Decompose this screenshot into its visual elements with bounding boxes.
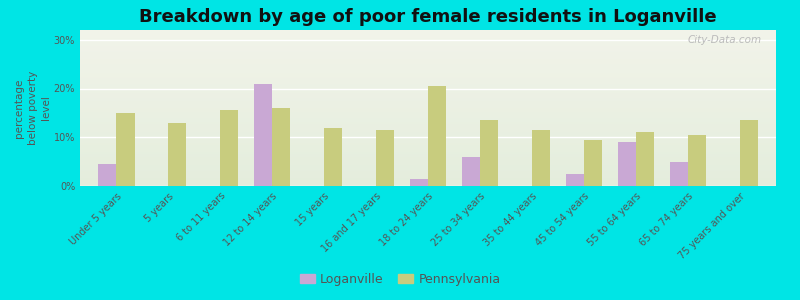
Bar [272, 108, 290, 186]
Bar [428, 86, 446, 186]
Bar [410, 179, 428, 186]
Bar [618, 142, 636, 186]
Bar [584, 140, 602, 186]
Text: City-Data.com: City-Data.com [688, 35, 762, 45]
Bar [254, 84, 272, 186]
Bar [740, 120, 758, 186]
Bar [566, 174, 584, 186]
Bar [98, 164, 116, 186]
Bar [688, 135, 706, 186]
Bar [324, 128, 342, 186]
Legend: Loganville, Pennsylvania: Loganville, Pennsylvania [294, 268, 506, 291]
Bar [376, 130, 394, 186]
Bar [462, 157, 480, 186]
Bar [116, 113, 134, 186]
Bar [480, 120, 498, 186]
Y-axis label: percentage
below poverty
level: percentage below poverty level [14, 71, 51, 145]
Title: Breakdown by age of poor female residents in Loganville: Breakdown by age of poor female resident… [139, 8, 717, 26]
Bar [220, 110, 238, 186]
Bar [168, 123, 186, 186]
Bar [636, 132, 654, 186]
Bar [670, 162, 688, 186]
Bar [532, 130, 550, 186]
